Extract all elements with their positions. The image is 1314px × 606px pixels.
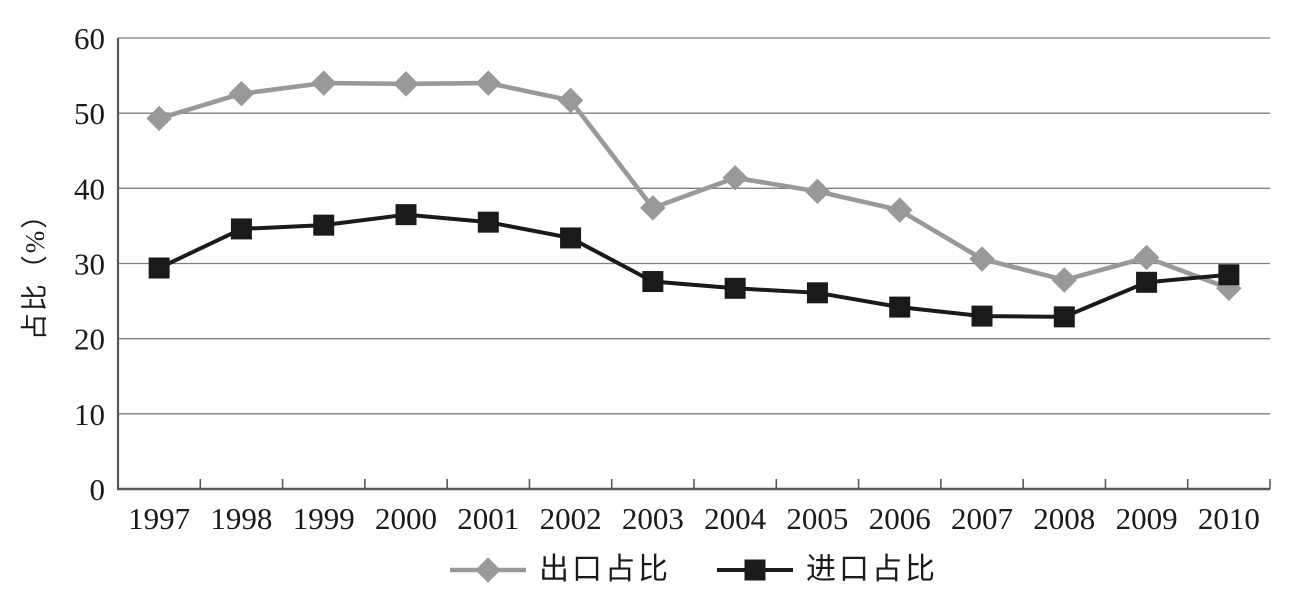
data-point-export: [475, 70, 502, 96]
data-point-export: [310, 70, 337, 96]
data-point-import: [642, 271, 664, 293]
x-tick-label: 2002: [540, 501, 602, 536]
data-point-export: [146, 105, 172, 132]
data-point-export: [1051, 267, 1078, 293]
data-point-import: [806, 282, 828, 304]
legend-item-import: 进口占比: [717, 554, 938, 586]
data-point-export: [886, 197, 913, 223]
data-point-import: [313, 214, 335, 236]
data-point-import: [560, 227, 582, 249]
x-tick-label: 2009: [1116, 501, 1178, 536]
legend: 出口占比 进口占比: [118, 549, 1270, 591]
series-line-export: [158, 80, 1230, 291]
data-point-export: [393, 71, 419, 97]
y-axis-title: 占比（%）: [20, 200, 50, 341]
data-point-import: [395, 204, 417, 226]
import-square-marker-icon: [717, 559, 793, 581]
x-tick-label: 2007: [951, 501, 1013, 536]
data-point-import: [1218, 264, 1240, 286]
data-point-import: [230, 218, 252, 240]
x-tick-label: 2010: [1198, 501, 1260, 536]
data-point-import: [1136, 271, 1158, 293]
y-tick-label: 50: [74, 96, 105, 131]
data-point-export: [640, 195, 666, 221]
data-point-import: [1053, 306, 1075, 328]
export-diamond-marker-icon: [450, 557, 526, 583]
data-point-export: [804, 178, 831, 205]
x-tick-label: 2001: [457, 501, 519, 536]
y-tick-label: 30: [74, 247, 105, 282]
legend-label-export: 出口占比: [539, 553, 671, 586]
x-tick-label: 2006: [869, 501, 931, 536]
series-line-import: [158, 212, 1230, 319]
data-point-import: [889, 296, 911, 318]
x-tick-label: 2008: [1033, 501, 1095, 536]
y-tick-label: 0: [90, 472, 106, 507]
data-point-export: [228, 80, 255, 107]
data-point-import: [971, 305, 993, 327]
y-tick-label: 20: [74, 322, 105, 357]
data-point-import: [724, 277, 746, 299]
x-tick-label: 2000: [375, 501, 437, 536]
legend-item-export: 出口占比: [450, 554, 671, 586]
data-point-export: [722, 165, 748, 191]
x-tick-label: 2004: [704, 501, 767, 536]
y-tick-label: 10: [74, 397, 105, 432]
x-tick-label: 1998: [210, 501, 272, 536]
data-point-import: [148, 257, 170, 279]
legend-label-import: 进口占比: [806, 553, 938, 586]
data-point-export: [969, 246, 995, 272]
data-point-export: [557, 87, 584, 114]
x-tick-label: 1999: [293, 501, 355, 536]
y-tick-label: 60: [74, 21, 105, 56]
x-tick-label: 1997: [128, 501, 190, 536]
data-point-import: [477, 211, 499, 233]
x-tick-label: 2005: [786, 501, 848, 536]
data-point-export: [1133, 244, 1160, 271]
x-tick-label: 2003: [622, 501, 684, 536]
y-tick-label: 40: [74, 171, 105, 206]
